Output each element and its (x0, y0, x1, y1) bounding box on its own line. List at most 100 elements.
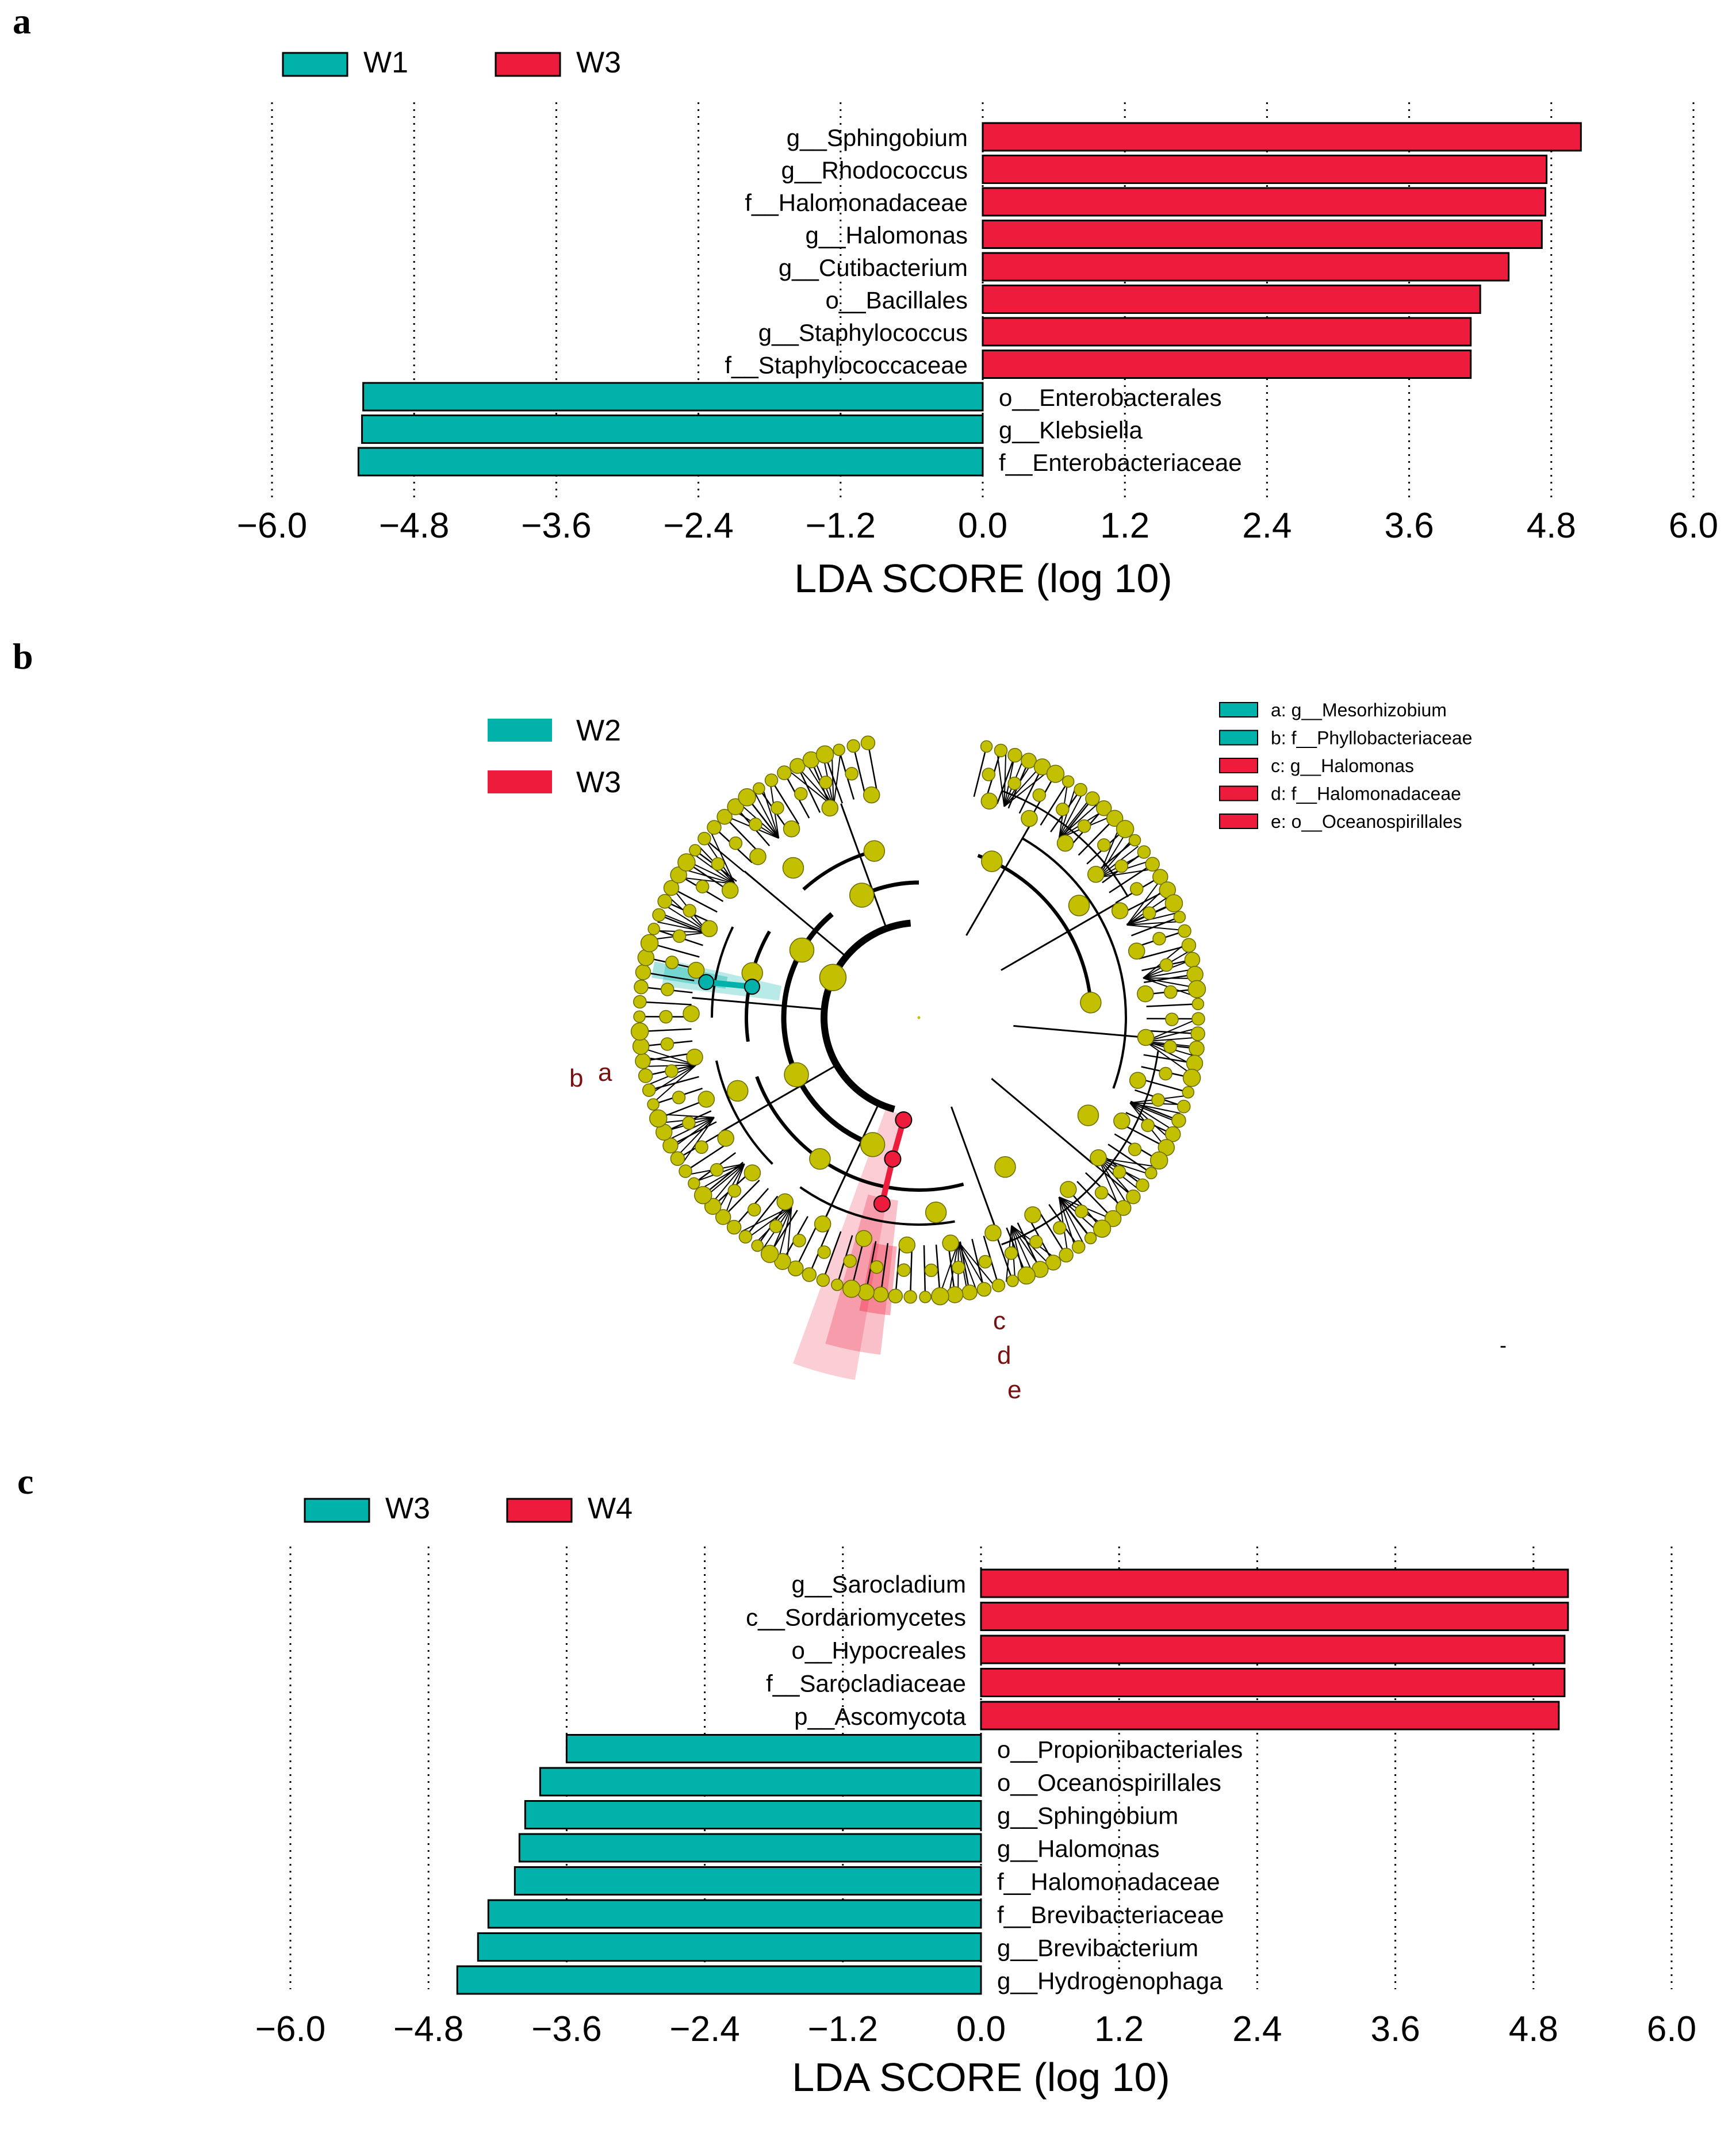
branch-line (996, 755, 1016, 804)
family-arc (1021, 837, 1127, 1089)
leaf-node (1190, 1026, 1205, 1041)
bar (565, 1734, 982, 1763)
x-tick-label: 6.0 (1669, 506, 1718, 546)
genus-node (711, 857, 725, 871)
bar (980, 1602, 1569, 1631)
branch-line (721, 1064, 837, 1133)
branch-line (957, 1241, 977, 1290)
bar (982, 252, 1510, 282)
family-node (687, 961, 705, 979)
sector-label-b: b (569, 1064, 583, 1092)
bar (982, 350, 1472, 379)
leaf-node (647, 923, 660, 935)
branch-line (971, 1238, 985, 1290)
genus-node (695, 1140, 708, 1154)
highlight-node-red (884, 1150, 902, 1168)
branch-line (852, 746, 867, 797)
branch-line (658, 1113, 715, 1118)
family-node (821, 799, 839, 817)
leaf-node (640, 934, 659, 953)
bar-label: g__Klebsiella (999, 417, 1143, 444)
branch-line (1040, 781, 1069, 826)
branch-line (688, 861, 735, 885)
genus-node (1029, 1235, 1043, 1249)
genus-node (817, 1245, 831, 1259)
family-node (1113, 1112, 1130, 1130)
panel-label-a: a (13, 1, 31, 41)
legend-swatch-w1 (282, 52, 348, 77)
bar-label: o__Propionibacteriales (997, 1736, 1243, 1763)
family-arc (799, 1186, 955, 1226)
genus-node (672, 1091, 686, 1104)
branch-line (683, 869, 735, 885)
branch-line (1076, 1180, 1114, 1219)
bar (524, 1800, 982, 1829)
genus-node (1129, 882, 1144, 896)
center-dot (917, 1016, 921, 1019)
bar-label: f__Halomonadaceae (997, 1869, 1220, 1896)
leaf-node (788, 1260, 804, 1277)
branch-line (1143, 968, 1193, 979)
genus-node (978, 1254, 992, 1269)
legend-label-w1: W1 (363, 46, 408, 79)
genus-node (1097, 838, 1111, 852)
branch-line (710, 832, 735, 884)
genus-arc (1001, 789, 1129, 897)
genus-node (1053, 1221, 1067, 1235)
leaf-node (1186, 966, 1204, 983)
class-node (784, 1062, 809, 1088)
x-tick-label: −6.0 (237, 506, 307, 546)
tree-nodes (630, 735, 1206, 1306)
x-tick-label: −2.4 (669, 2009, 739, 2049)
leaf-node (630, 1022, 649, 1041)
branch-line (704, 838, 745, 873)
leaf-node (1182, 1086, 1195, 1099)
bar (980, 1668, 1566, 1697)
leaf-node (657, 893, 672, 909)
order-node (981, 850, 1003, 872)
branch-line (1018, 766, 1043, 814)
leaf-node (1189, 1041, 1205, 1057)
bar-label: c__Sordariomycetes (746, 1604, 966, 1631)
branch-line (1143, 977, 1195, 979)
family-node (984, 1224, 1002, 1242)
order-node (809, 1148, 831, 1170)
bar-label: o__Oceanospirillales (997, 1769, 1221, 1796)
genus-node (1075, 1204, 1089, 1218)
leaf-node (698, 831, 711, 846)
branch-line (880, 1243, 889, 1295)
leaf-node (693, 1186, 712, 1204)
genus-node (660, 983, 675, 996)
taxa-legend-label: b: f__Phyllobacteriaceae (1271, 728, 1472, 749)
bar-label: g__Sphingobium (787, 124, 968, 151)
branch-line (822, 1231, 842, 1280)
x-tick-label: −3.6 (521, 506, 591, 546)
x-tick-label: 4.8 (1509, 2009, 1558, 2049)
leaf-node (647, 1098, 660, 1111)
branch-line (831, 753, 834, 807)
leaf-node (831, 1279, 844, 1291)
branch-line (1098, 868, 1155, 878)
leaf-node (1045, 1254, 1061, 1271)
branch-line (670, 887, 718, 913)
order-node (1077, 1104, 1099, 1126)
bar (539, 1767, 982, 1797)
branch-line (1058, 792, 1084, 839)
leaf-node (1184, 952, 1201, 968)
branch-line (679, 876, 735, 885)
branch-line (681, 1117, 715, 1164)
leaf-node (760, 1245, 779, 1263)
family-node (744, 1164, 761, 1181)
leaf-node (738, 788, 756, 807)
taxa-legend-swatch (1219, 814, 1258, 829)
genus-node (710, 1163, 724, 1177)
branch-line (657, 921, 708, 933)
leaf-node (652, 908, 666, 922)
family-node (783, 820, 800, 838)
genus-node (1141, 1118, 1155, 1133)
order-node (727, 1080, 749, 1102)
x-tick-label: −4.8 (379, 506, 449, 546)
branch-line (650, 1064, 697, 1094)
x-tick-label: 6.0 (1647, 2009, 1696, 2049)
branch-line (664, 904, 708, 933)
